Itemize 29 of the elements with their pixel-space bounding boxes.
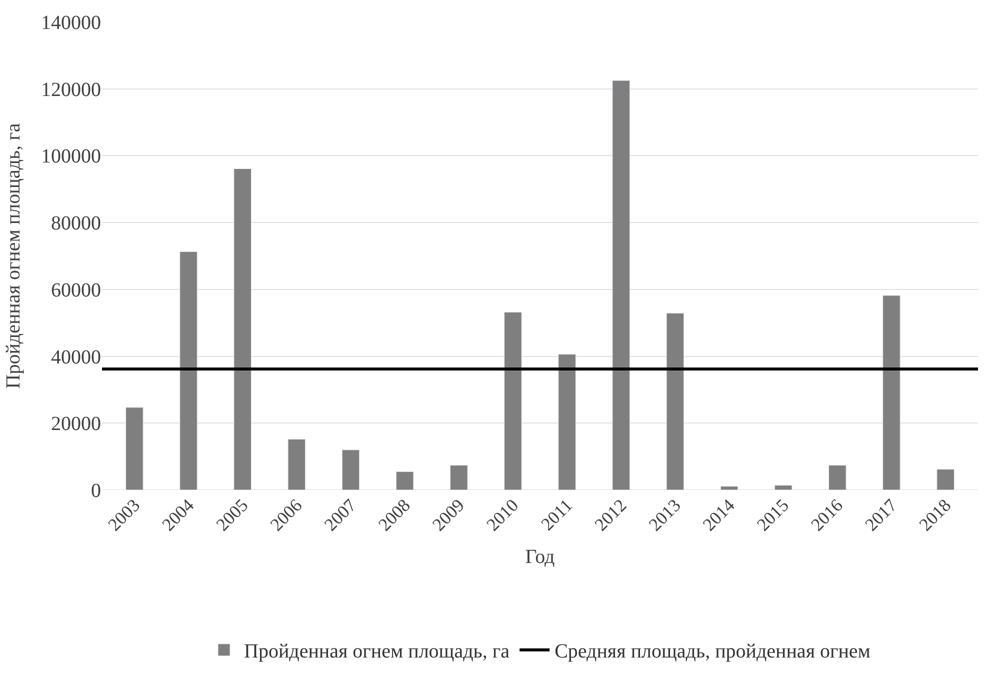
y-tick-label: 80000: [51, 212, 101, 235]
bar: [666, 312, 684, 490]
y-tick-label: 0: [91, 480, 101, 502]
y-tick-label: 40000: [51, 346, 101, 368]
bar: [558, 354, 576, 490]
y-tick-label: 140000: [41, 12, 101, 34]
bar: [936, 469, 954, 490]
bar: [396, 471, 414, 490]
bar: [882, 295, 900, 490]
y-tick-label: 120000: [41, 78, 101, 101]
bar: [342, 450, 360, 490]
bar: [504, 312, 522, 490]
y-tick-label: 100000: [41, 146, 101, 168]
y-axis-title: Пройденная огнем площадь, га: [2, 123, 24, 389]
x-axis-title: Год: [525, 546, 555, 568]
y-tick-label: 20000: [51, 413, 101, 436]
bar: [450, 465, 468, 490]
bar: [288, 438, 306, 490]
bar: [126, 407, 144, 490]
bar: [234, 168, 252, 490]
bar: [180, 251, 198, 490]
bar: [612, 80, 630, 490]
legend-label: Пройденная огнем площадь, га: [244, 640, 510, 663]
bar: [720, 486, 738, 490]
legend-label: Средняя площадь, пройденная огнем: [554, 640, 871, 663]
bar: [774, 485, 792, 490]
x-tick-label: 2011: [537, 495, 576, 534]
bar: [828, 465, 846, 490]
y-tick-label: 60000: [51, 279, 101, 302]
